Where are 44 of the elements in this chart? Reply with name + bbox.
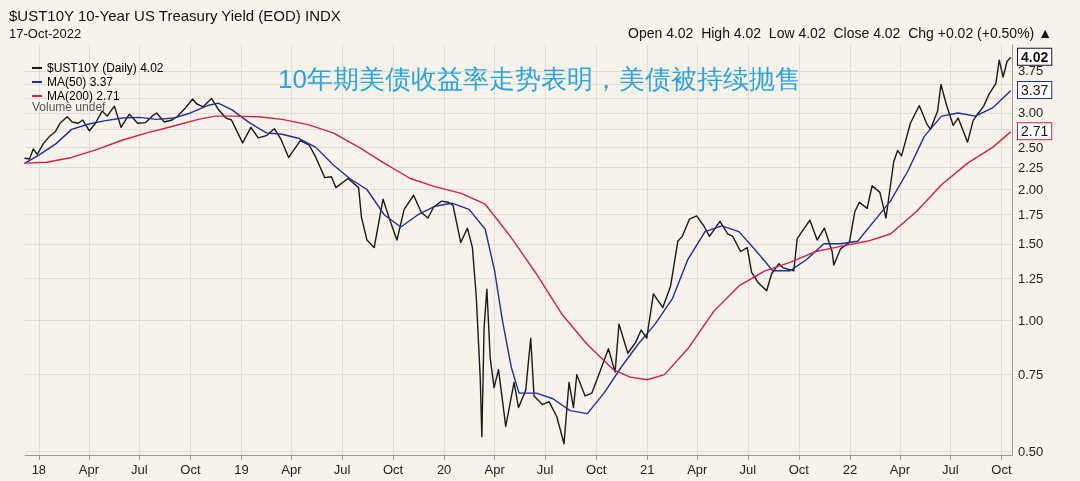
x-tick-label: Apr — [889, 462, 911, 477]
x-tick-label: 21 — [640, 462, 655, 477]
chart-subtitle: 17-Oct-2022 — [9, 26, 82, 41]
y-tick-label: 1.00 — [1018, 312, 1044, 328]
line-series — [24, 115, 1012, 381]
line-series — [24, 57, 1012, 445]
x-tick-label: Apr — [687, 462, 709, 477]
x-tick-label: Oct — [788, 462, 810, 477]
annotation: 10年期美债收益率走势表明，美债被持续抛售 — [278, 64, 801, 94]
y-tick-label: 1.50 — [1018, 236, 1044, 252]
x-tick-label: 20 — [436, 462, 452, 477]
y-tick-label: 2.00 — [1018, 182, 1044, 197]
x-tick-label: Jul — [739, 462, 757, 477]
x-tick-label: Oct — [991, 462, 1012, 477]
x-tick-label: 19 — [234, 462, 249, 477]
y-tick-label: 1.25 — [1018, 270, 1044, 286]
annotation: 3.37 — [1021, 82, 1049, 98]
legend-label: MA(200) 2.71 — [47, 89, 121, 103]
y-tick-label: 2.50 — [1018, 139, 1044, 155]
y-tick-label: 0.75 — [1018, 367, 1044, 383]
annotation: 4.02 — [1021, 48, 1049, 65]
legend-label: MA(50) 3.37 — [47, 75, 114, 89]
y-tick-label: 1.75 — [1018, 207, 1044, 223]
x-tick-label: 22 — [842, 462, 858, 477]
y-tick-label: 2.25 — [1018, 159, 1044, 175]
x-tick-label: Jul — [131, 462, 148, 477]
x-tick-label: Apr — [484, 462, 506, 477]
x-tick-label: 18 — [31, 462, 47, 477]
legend-label: $UST10Y (Daily) 4.02 — [47, 61, 164, 75]
x-tick-label: Jul — [942, 462, 959, 477]
x-tick-label: Jul — [333, 462, 351, 477]
x-tick-label: Oct — [586, 462, 607, 477]
y-tick-label: 0.50 — [1018, 443, 1044, 459]
x-tick-label: Jul — [536, 462, 554, 477]
annotation: 2.71 — [1021, 123, 1049, 140]
x-tick-label: Oct — [382, 462, 404, 477]
y-tick-label: 3.00 — [1018, 105, 1044, 121]
y-tick-label: 3.75 — [1018, 63, 1044, 79]
chart-title: $UST10Y 10-Year US Treasury Yield (EOD) INDX — [9, 7, 341, 24]
x-tick-label: Oct — [180, 462, 201, 477]
text: Open 4.02 High 4.02 Low 4.02 Close 4.02 Chg +0.02 (+0.50%) ▲ — [627, 25, 1052, 41]
x-tick-label: Apr — [281, 462, 303, 477]
line-series — [24, 90, 1012, 415]
x-tick-label: Apr — [78, 462, 100, 477]
